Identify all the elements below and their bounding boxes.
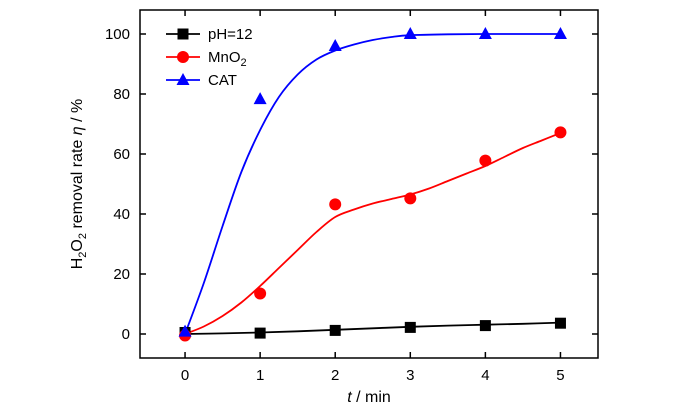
y-tick-label: 60 xyxy=(113,146,130,163)
y-tick-label: 0 xyxy=(122,326,130,343)
data-point-series-1 xyxy=(404,192,417,205)
x-tick-label: 4 xyxy=(481,367,489,384)
y-tick-label: 20 xyxy=(113,266,130,283)
legend-marker-0 xyxy=(177,28,189,40)
series-line-0 xyxy=(185,321,561,335)
data-point-series-1 xyxy=(254,287,267,300)
data-point-series-0 xyxy=(254,327,266,339)
data-point-series-1 xyxy=(329,198,342,211)
data-point-series-2 xyxy=(553,27,567,39)
data-point-series-2 xyxy=(328,39,342,51)
y-tick-label: 40 xyxy=(113,206,130,223)
x-tick-label: 5 xyxy=(556,367,564,384)
data-point-series-0 xyxy=(554,317,566,329)
x-axis-label: t / min xyxy=(347,389,391,406)
y-axis-label: H2O2 removal rate η / % xyxy=(69,99,89,270)
series-line-1 xyxy=(184,132,561,335)
plot-frame xyxy=(139,9,599,359)
data-markers xyxy=(178,27,567,342)
data-point-series-2 xyxy=(253,92,267,105)
data-point-series-1 xyxy=(479,154,492,167)
legend: pH=12 MnO2 CAT xyxy=(166,26,253,89)
legend-label-2: CAT xyxy=(208,72,237,89)
data-point-series-2 xyxy=(478,27,492,39)
x-tick-label: 1 xyxy=(256,367,264,384)
series-line-2 xyxy=(184,33,561,335)
data-point-series-0 xyxy=(329,324,341,336)
x-tick-label: 2 xyxy=(331,367,339,384)
legend-marker-1 xyxy=(177,51,189,63)
y-tick-label: 80 xyxy=(113,86,130,103)
x-tick-label: 3 xyxy=(406,367,414,384)
fit-lines xyxy=(184,33,561,335)
data-point-series-0 xyxy=(404,321,416,333)
data-point-series-0 xyxy=(479,320,491,332)
data-point-series-2 xyxy=(403,27,417,39)
data-point-series-1 xyxy=(554,126,567,139)
y-tick-label: 100 xyxy=(105,26,130,43)
legend-label-1: MnO2 xyxy=(208,49,247,69)
legend-marker-2 xyxy=(176,73,190,85)
x-tick-label: 0 xyxy=(181,367,189,384)
data-point-series-2 xyxy=(178,324,192,337)
axis-ticks: 0 1 2 3 4 5 0 20 40 60 80 100 xyxy=(105,10,598,384)
legend-label-0: pH=12 xyxy=(208,26,253,43)
